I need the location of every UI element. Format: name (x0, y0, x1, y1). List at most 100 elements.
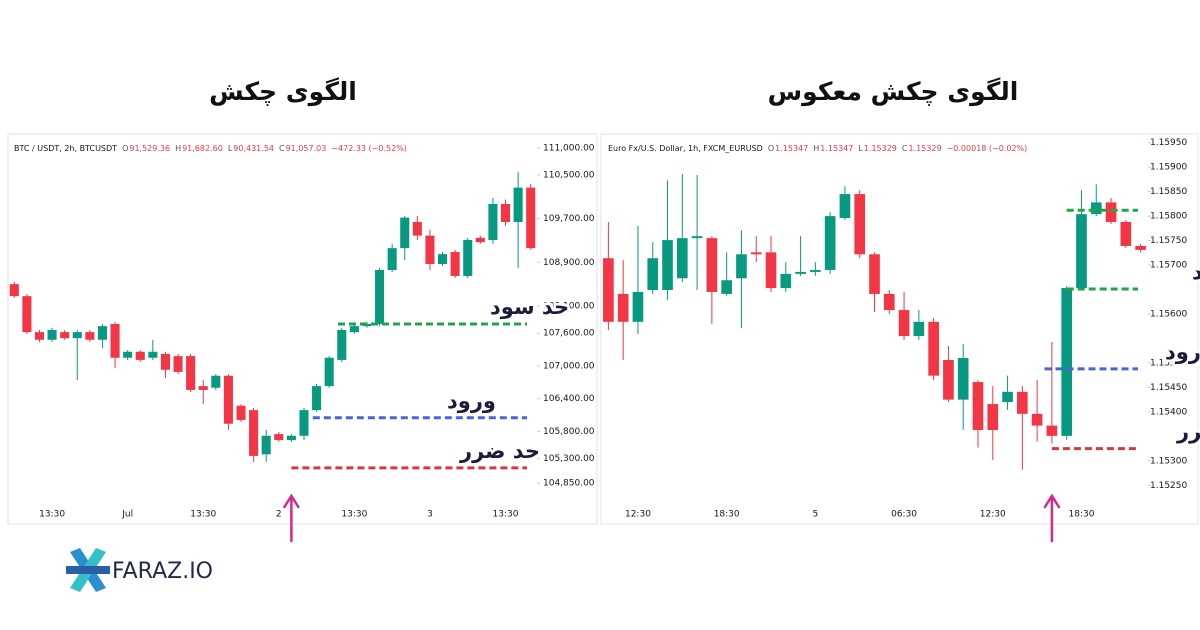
candle-body (261, 435, 271, 455)
panel (600, 133, 1199, 525)
y-tick-label: 1.15700 (1150, 261, 1187, 271)
candle-body (1090, 202, 1102, 215)
y-tick-label: 1.15750 (1150, 236, 1187, 246)
header-key: H (175, 144, 181, 153)
candle-body (676, 238, 688, 279)
candle-body (706, 238, 718, 292)
level-label: حد سود (1192, 260, 1200, 284)
y-tick-label: 108,900.00 (543, 258, 595, 268)
chart-header: Euro Fx/U.S. Dollar, 1h, FXCM_EURUSD O1.1… (608, 144, 1027, 153)
candle-body (349, 326, 359, 333)
candle-body (236, 405, 246, 420)
y-tick-label: 1.15450 (1150, 383, 1187, 393)
candle-body (425, 235, 435, 264)
y-tick-label: 1.15800 (1150, 212, 1187, 222)
entry-arrow (283, 493, 300, 543)
panel (7, 133, 598, 525)
candle-body (72, 332, 82, 339)
header-value: 90,431.54 (233, 144, 274, 153)
candle-body (249, 410, 259, 456)
candle-body (97, 326, 107, 340)
candle-body (274, 434, 284, 441)
entry-arrow (1043, 493, 1061, 543)
candle-body (883, 293, 895, 311)
candle-body (500, 203, 511, 222)
candle-body (312, 386, 322, 411)
header-value: 1.15347 (820, 144, 853, 153)
x-tick-label: 13:30 (39, 510, 65, 520)
x-tick-label: 13:30 (341, 510, 367, 520)
header-value: 1.15347 (775, 144, 808, 153)
candle-body (632, 291, 644, 322)
y-tick-label: 1.15900 (1150, 163, 1187, 173)
candle-body (913, 321, 925, 337)
header-key: C (279, 144, 285, 153)
candle-body (869, 254, 880, 294)
y-tick-label: 1.15950 (1150, 138, 1187, 148)
y-tick-label: 108,100.00 (543, 301, 595, 311)
level-label: حد ضرر (1176, 420, 1200, 444)
header-key: L (858, 144, 863, 153)
candle-body (1002, 391, 1013, 403)
candle-body (173, 356, 183, 372)
candle-body (286, 435, 296, 441)
candle-body (450, 251, 460, 276)
candle-body (211, 375, 221, 388)
candle-body (810, 269, 821, 272)
candle-body (736, 254, 747, 279)
x-tick-label: 18:30 (1069, 510, 1095, 520)
candle-body (1061, 288, 1073, 436)
y-tick-label: 110,500.00 (543, 171, 595, 181)
candle-body (9, 284, 19, 297)
header-symbol: Euro Fx/U.S. Dollar, 1h, FXCM_EURUSD (608, 144, 763, 153)
candle-body (750, 252, 762, 255)
candle-body (513, 187, 523, 222)
y-tick-label: 1.15400 (1150, 407, 1187, 417)
candle-body (1105, 202, 1117, 222)
y-tick-label: 105,300.00 (543, 454, 595, 464)
y-tick-label: 1.15250 (1150, 481, 1187, 491)
header-change: −0.00018 (−0.02%) (947, 144, 1028, 153)
candle-body (375, 269, 385, 324)
candle-body (854, 194, 866, 255)
y-tick-label: 105,800.00 (543, 427, 595, 437)
candle-body (337, 329, 347, 360)
candle-body (475, 237, 485, 243)
header-symbol: BTC / USDT, 2h, BTCUSDT (14, 144, 117, 153)
candle-body (662, 240, 673, 291)
candle-body (691, 236, 703, 239)
header-key: H (813, 144, 819, 153)
candle-body (400, 217, 410, 249)
candle-body (299, 410, 309, 436)
candle-body (160, 353, 170, 370)
chart-title: الگوی چکش معکوس (768, 77, 1019, 107)
candle-body (438, 254, 448, 264)
candle-body (928, 321, 939, 376)
candle-body (1031, 413, 1043, 426)
x-tick-label: 18:30 (714, 510, 740, 520)
candle-body (1017, 391, 1028, 414)
candle-body (186, 356, 196, 390)
candle-body (765, 252, 777, 289)
logo-bar (66, 566, 110, 574)
header-value: 91,529.36 (129, 144, 170, 153)
header-key: O (768, 144, 774, 153)
y-tick-label: 109,700.00 (543, 214, 595, 224)
candle-body (839, 194, 851, 219)
y-tick-label: 111,000.00 (543, 143, 595, 153)
candle-body (1120, 221, 1132, 246)
logo-text: FARAZ.IO (112, 559, 213, 584)
header-value: 91,682.60 (182, 144, 223, 153)
header-value: 91,057.03 (286, 144, 327, 153)
candle-body (1046, 425, 1058, 436)
candle-body (22, 296, 32, 333)
candle-body (957, 358, 969, 400)
x-tick-label: 3 (427, 510, 433, 520)
y-tick-label: 1.15500 (1150, 358, 1187, 368)
header-key: C (902, 144, 908, 153)
x-tick-label: Jul (121, 510, 133, 520)
candle-body (85, 332, 95, 340)
y-tick-label: 1.15600 (1150, 309, 1187, 319)
x-tick-label: 06:30 (891, 510, 917, 520)
